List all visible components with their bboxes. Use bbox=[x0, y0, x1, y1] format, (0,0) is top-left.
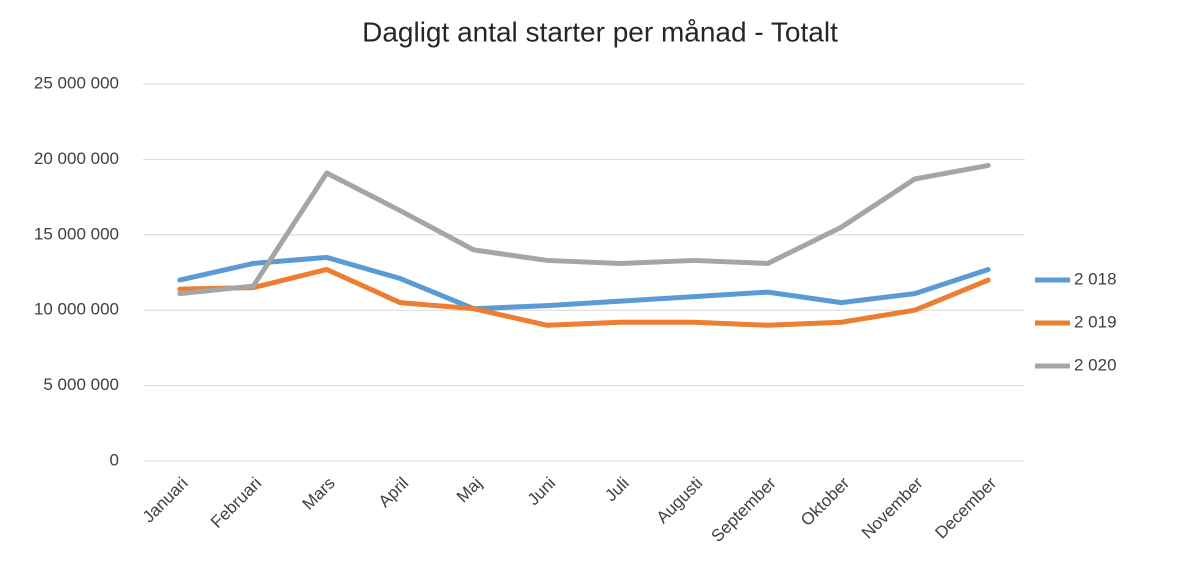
x-tick-label: December bbox=[931, 473, 1000, 542]
y-tick-label: 25 000 000 bbox=[34, 73, 119, 92]
x-tick-label: Mars bbox=[299, 474, 339, 514]
x-tick-label: September bbox=[708, 473, 780, 545]
y-tick-label: 5 000 000 bbox=[43, 375, 119, 394]
line-series bbox=[177, 162, 991, 297]
chart-title: Dagligt antal starter per månad - Totalt bbox=[362, 16, 838, 47]
line-series bbox=[177, 266, 991, 328]
x-tick-label: Juli bbox=[601, 474, 632, 505]
x-tick-label: April bbox=[375, 474, 412, 511]
x-tick-label: Augusti bbox=[653, 474, 707, 528]
y-tick-label: 0 bbox=[110, 450, 119, 469]
y-tick-label: 10 000 000 bbox=[34, 300, 119, 319]
line-series bbox=[177, 254, 991, 312]
x-tick-label: November bbox=[858, 473, 927, 542]
x-tick-label: Januari bbox=[139, 474, 192, 527]
x-tick-label: Maj bbox=[453, 474, 486, 507]
legend-label: 2 018 bbox=[1074, 269, 1117, 288]
y-tick-label: 15 000 000 bbox=[34, 224, 119, 243]
y-tick-label: 20 000 000 bbox=[34, 149, 119, 168]
x-tick-label: Februari bbox=[207, 474, 265, 532]
legend-label: 2 020 bbox=[1074, 355, 1117, 374]
x-tick-label: Juni bbox=[524, 474, 559, 509]
legend-label: 2 019 bbox=[1074, 312, 1117, 331]
x-tick-label: Oktober bbox=[797, 473, 853, 529]
